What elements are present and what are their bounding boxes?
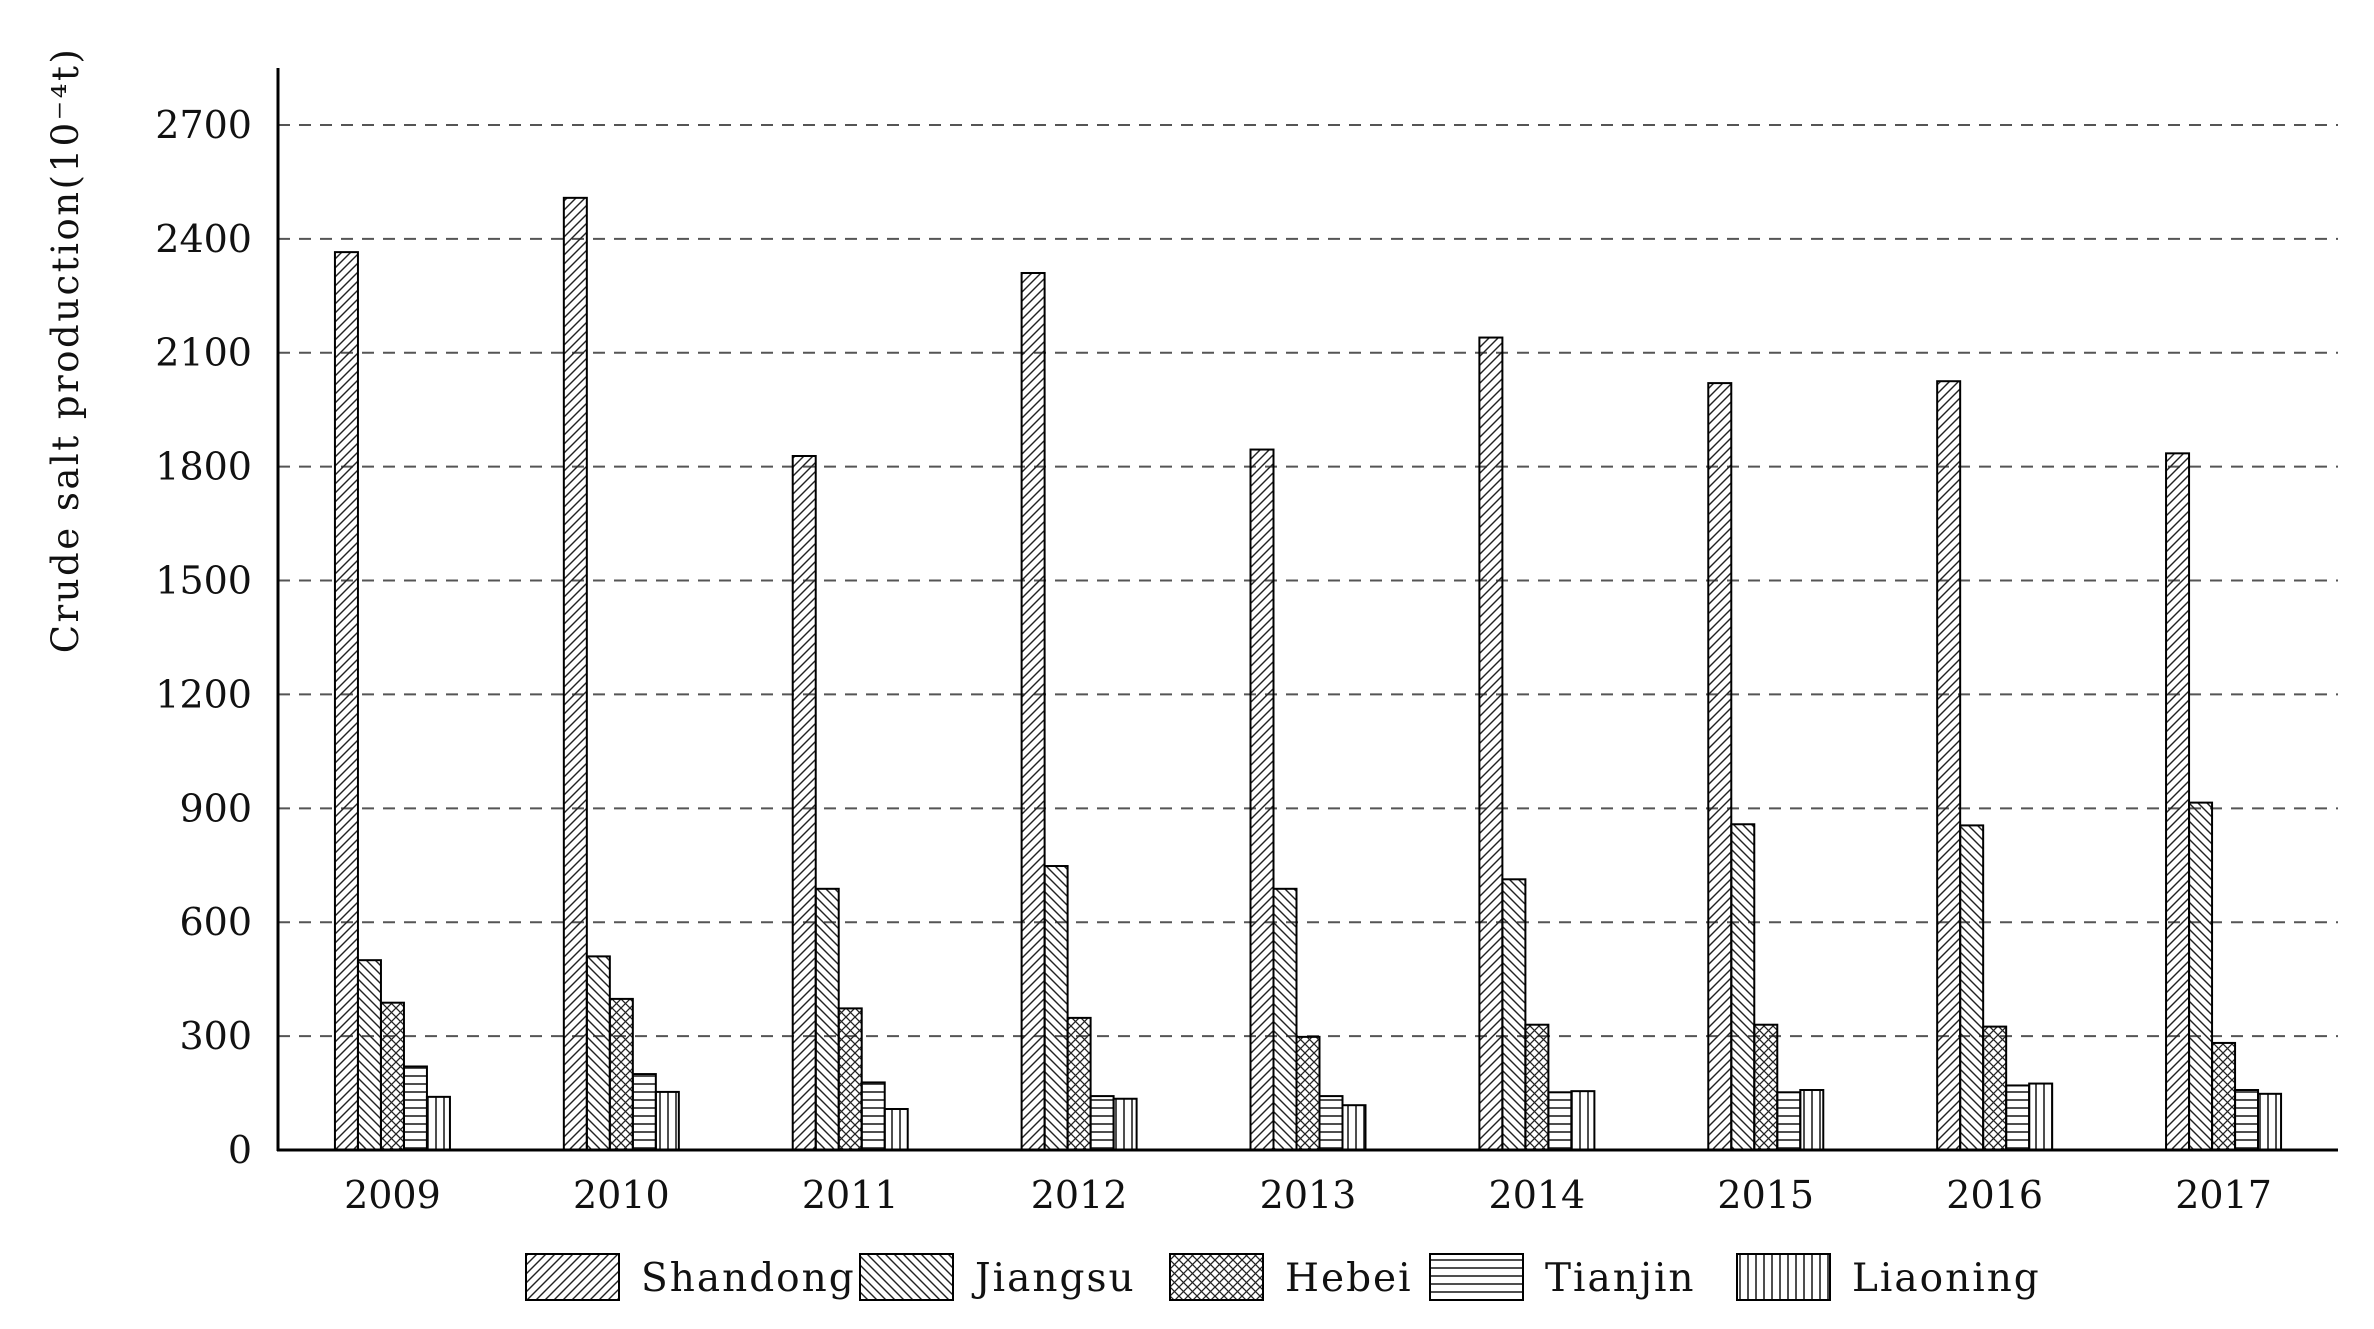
bar-liaoning-2009 — [425, 1095, 451, 1151]
x-tick-label: 2013 — [1260, 1173, 1357, 1217]
gridlines — [278, 123, 2338, 1038]
x-tick-label: 2017 — [2175, 1173, 2272, 1217]
bar-jiangsu-2013 — [1272, 887, 1298, 1151]
legend: Shandong Jiangsu Hebei Tianjin Liaoning — [525, 1253, 2041, 1301]
bar-shandong-2011 — [791, 455, 817, 1151]
bar-tianjin-2012 — [1089, 1095, 1115, 1152]
bar-jiangsu-2010 — [585, 955, 611, 1152]
x-tick-label: 2010 — [573, 1173, 670, 1217]
bar-liaoning-2011 — [883, 1107, 909, 1152]
legend-label-hebei: Hebei — [1285, 1256, 1413, 1301]
bar-liaoning-2012 — [1112, 1097, 1138, 1151]
bar-tianjin-2011 — [860, 1081, 886, 1152]
legend-label-shandong: Shandong — [641, 1256, 856, 1301]
bar-hebei-2016 — [1982, 1025, 2008, 1151]
y-tick-label: 900 — [179, 786, 252, 830]
bar-tianjin-2017 — [2234, 1089, 2260, 1151]
axes — [276, 68, 2338, 1152]
bar-hebei-2012 — [1066, 1016, 1092, 1151]
legend-label-liaoning: Liaoning — [1852, 1256, 2041, 1301]
x-tick-label: 2016 — [1946, 1173, 2043, 1217]
y-tick-label: 1500 — [155, 559, 252, 603]
bar-hebei-2011 — [837, 1007, 863, 1151]
bar-liaoning-2016 — [2028, 1082, 2054, 1151]
y-tick-label: 2100 — [155, 331, 252, 375]
y-tick-labels: 0 300 600 900 1200 1500 1800 2100 2400 2700 — [155, 103, 252, 1172]
legend-label-tianjin: Tianjin — [1545, 1256, 1696, 1301]
x-tick-label: 2009 — [344, 1173, 441, 1217]
bars — [333, 196, 2283, 1152]
legend-swatch-jiangsu — [859, 1253, 954, 1301]
bar-jiangsu-2016 — [1959, 824, 1985, 1152]
x-tick-label: 2012 — [1031, 1173, 1128, 1217]
bar-liaoning-2017 — [2257, 1092, 2283, 1151]
y-axis-title: Crude salt production(10⁻⁴t) — [44, 47, 87, 654]
legend-swatch-tianjin — [1429, 1253, 1524, 1301]
bar-jiangsu-2011 — [814, 887, 840, 1151]
bar-hebei-2009 — [379, 1001, 405, 1152]
bar-tianjin-2016 — [2005, 1084, 2031, 1151]
y-tick-label: 2400 — [155, 217, 252, 261]
x-tick-labels: 2009 2010 2011 2012 2013 2014 2015 2016 2017 — [344, 1173, 2272, 1217]
y-tick-label: 1200 — [155, 672, 252, 716]
bar-tianjin-2015 — [1776, 1091, 1802, 1151]
bar-tianjin-2013 — [1318, 1095, 1344, 1152]
legend-label-jiangsu: Jiangsu — [971, 1256, 1136, 1301]
bar-jiangsu-2017 — [2188, 801, 2214, 1151]
bar-shandong-2014 — [1478, 336, 1504, 1151]
bar-shandong-2013 — [1249, 448, 1275, 1151]
bar-hebei-2013 — [1295, 1035, 1321, 1151]
bar-tianjin-2010 — [631, 1073, 657, 1152]
y-tick-label: 2700 — [155, 103, 252, 147]
x-tick-label: 2014 — [1489, 1173, 1586, 1217]
bar-shandong-2010 — [562, 196, 588, 1151]
bar-shandong-2015 — [1707, 382, 1733, 1151]
bar-jiangsu-2014 — [1501, 878, 1527, 1151]
y-tick-label: 1800 — [155, 445, 252, 489]
bar-tianjin-2014 — [1547, 1091, 1573, 1151]
legend-swatch-liaoning — [1736, 1253, 1831, 1301]
y-tick-label: 300 — [179, 1014, 252, 1058]
bar-liaoning-2014 — [1570, 1090, 1596, 1152]
bar-shandong-2017 — [2165, 452, 2191, 1151]
bar-jiangsu-2012 — [1043, 865, 1069, 1151]
legend-swatch-shandong — [525, 1253, 620, 1301]
bar-tianjin-2009 — [402, 1065, 428, 1151]
bar-liaoning-2015 — [1799, 1089, 1825, 1151]
bar-hebei-2014 — [1524, 1023, 1550, 1152]
bar-shandong-2012 — [1020, 272, 1046, 1152]
y-tick-label: 600 — [179, 900, 252, 944]
x-tick-label: 2015 — [1717, 1173, 1814, 1217]
bar-jiangsu-2009 — [356, 959, 382, 1151]
bar-jiangsu-2015 — [1730, 823, 1756, 1151]
bar-hebei-2017 — [2211, 1041, 2237, 1152]
bar-liaoning-2013 — [1341, 1104, 1367, 1152]
bar-shandong-2009 — [333, 251, 359, 1151]
x-tick-label: 2011 — [802, 1173, 899, 1217]
legend-swatch-hebei — [1169, 1253, 1264, 1301]
bar-hebei-2015 — [1753, 1023, 1779, 1152]
y-tick-label: 0 — [228, 1128, 252, 1172]
bar-liaoning-2010 — [654, 1090, 680, 1152]
bar-shandong-2016 — [1936, 380, 1962, 1152]
bar-hebei-2010 — [608, 997, 634, 1152]
